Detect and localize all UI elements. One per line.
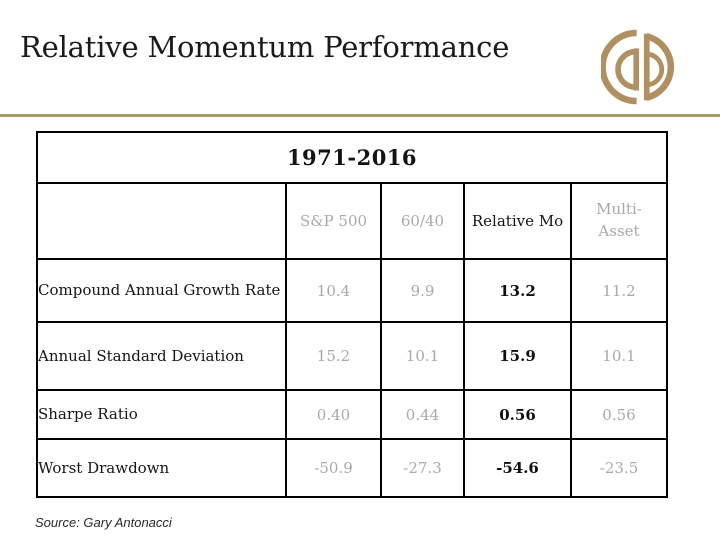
header-divider (0, 114, 720, 117)
metric-value: 0.44 (380, 389, 465, 440)
logo-left-outer-arc (601, 29, 637, 105)
table-row: Compound Annual Growth Rate 10.4 9.9 13.… (36, 258, 668, 323)
metric-value: 9.9 (380, 258, 465, 323)
metric-value: 0.56 (570, 389, 668, 440)
metric-value: -23.5 (570, 438, 668, 498)
table-title-row: 1971-2016 (36, 131, 668, 184)
metric-value: -50.9 (285, 438, 382, 498)
row-label-std-dev: Annual Standard Deviation (36, 321, 287, 391)
col-header-multi-asset: Multi-Asset (570, 182, 668, 260)
metric-value: 0.40 (285, 389, 382, 440)
metric-value-highlight: 0.56 (463, 389, 572, 440)
logo-right-outer-arc (645, 33, 675, 101)
table-row: Sharpe Ratio 0.40 0.44 0.56 0.56 (36, 389, 668, 440)
table-header-row: S&P 500 60/40 Relative Mo Multi-Asset (36, 182, 668, 260)
col-header-sp500: S&P 500 (285, 182, 382, 260)
source-note: Source: Gary Antonacci (35, 515, 172, 530)
metric-value: 10.1 (570, 321, 668, 391)
metric-value-highlight: -54.6 (463, 438, 572, 498)
corner-empty-cell (36, 182, 287, 260)
performance-table: 1971-2016 S&P 500 60/40 Relative Mo Mult… (36, 131, 668, 498)
logo-right-inner-arc (646, 51, 665, 88)
table-row: Worst Drawdown -50.9 -27.3 -54.6 -23.5 (36, 438, 668, 498)
metric-value-highlight: 13.2 (463, 258, 572, 323)
logo-left-inner-arc (615, 48, 637, 91)
metric-value: 11.2 (570, 258, 668, 323)
metric-value: 15.2 (285, 321, 382, 391)
col-header-multi-asset-label: Multi-Asset (596, 200, 642, 240)
row-label-sharpe: Sharpe Ratio (36, 389, 287, 440)
page-title: Relative Momentum Performance (20, 30, 510, 64)
table-row: Annual Standard Deviation 15.2 10.1 15.9… (36, 321, 668, 391)
metric-value: 10.4 (285, 258, 382, 323)
col-header-60-40: 60/40 (380, 182, 465, 260)
metric-value: -27.3 (380, 438, 465, 498)
row-label-cagr: Compound Annual Growth Rate (36, 258, 287, 323)
table-title: 1971-2016 (36, 131, 668, 184)
dd-monogram-logo (601, 29, 675, 105)
metric-value: 10.1 (380, 321, 465, 391)
row-label-drawdown: Worst Drawdown (36, 438, 287, 498)
metric-value-highlight: 15.9 (463, 321, 572, 391)
col-header-relative-mo: Relative Mo (463, 182, 572, 260)
